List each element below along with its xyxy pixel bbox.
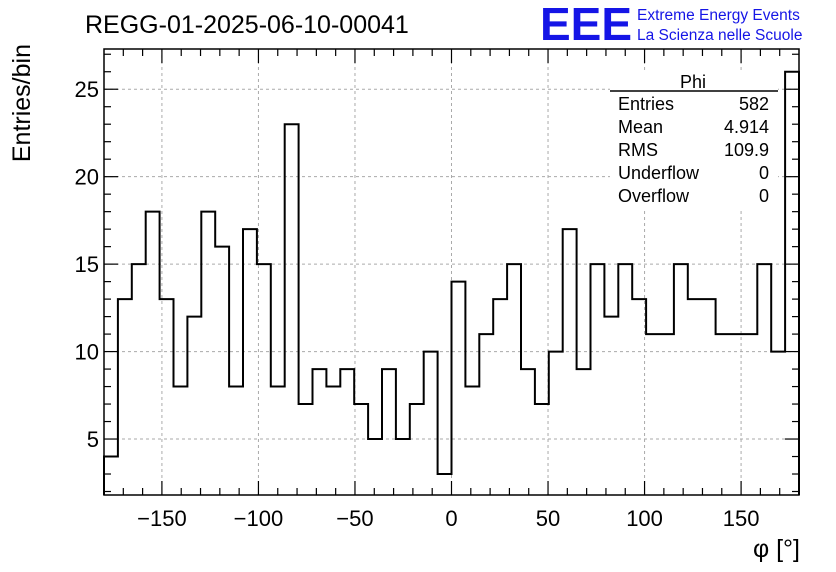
y-tick-label: 25: [75, 77, 99, 102]
run-title: REGG-01-2025-06-10-00041: [85, 11, 409, 39]
stats-label-entries: Entries: [618, 94, 674, 114]
stats-value-rms: 109.9: [724, 140, 769, 160]
histogram-step-line: [103, 70, 800, 495]
grid-lines: [104, 49, 799, 495]
y-tick-label: 5: [87, 427, 99, 452]
eee-logo-mark: EEE: [540, 0, 632, 50]
y-tick-label: 10: [75, 340, 99, 365]
axis-ticks: [104, 49, 799, 495]
x-tick-label: 100: [626, 506, 663, 531]
y-tick-labels: 5 10 15 20 25: [75, 77, 99, 452]
x-tick-label: 50: [536, 506, 560, 531]
stats-value-overflow: 0: [759, 186, 769, 206]
stats-label-mean: Mean: [618, 117, 663, 137]
eee-logo-line2: La Scienza nelle Scuole: [637, 27, 802, 44]
stats-label-rms: RMS: [618, 140, 658, 160]
x-axis-label: φ [°]: [753, 535, 800, 563]
stats-value-underflow: 0: [759, 163, 769, 183]
stats-label-overflow: Overflow: [618, 186, 690, 206]
x-tick-label: 150: [723, 506, 760, 531]
x-tick-label: −50: [336, 506, 373, 531]
x-tick-labels: −150 −100 −50 0 50 100 150: [137, 506, 759, 531]
stats-box-title: Phi: [680, 72, 706, 92]
x-tick-label: −100: [234, 506, 284, 531]
y-tick-label: 15: [75, 252, 99, 277]
stats-value-mean: 4.914: [724, 117, 769, 137]
stats-label-underflow: Underflow: [618, 163, 700, 183]
stats-box-background: [610, 71, 778, 211]
stats-box: Phi Entries 582 Mean 4.914 RMS 109.9 Und…: [610, 71, 778, 211]
x-tick-label: −150: [137, 506, 187, 531]
x-tick-label: 0: [445, 506, 457, 531]
eee-logo-line1: Extreme Energy Events: [637, 7, 800, 24]
y-axis-label: Entries/bin: [8, 44, 36, 162]
stats-value-entries: 582: [739, 94, 769, 114]
y-tick-label: 20: [75, 165, 99, 190]
